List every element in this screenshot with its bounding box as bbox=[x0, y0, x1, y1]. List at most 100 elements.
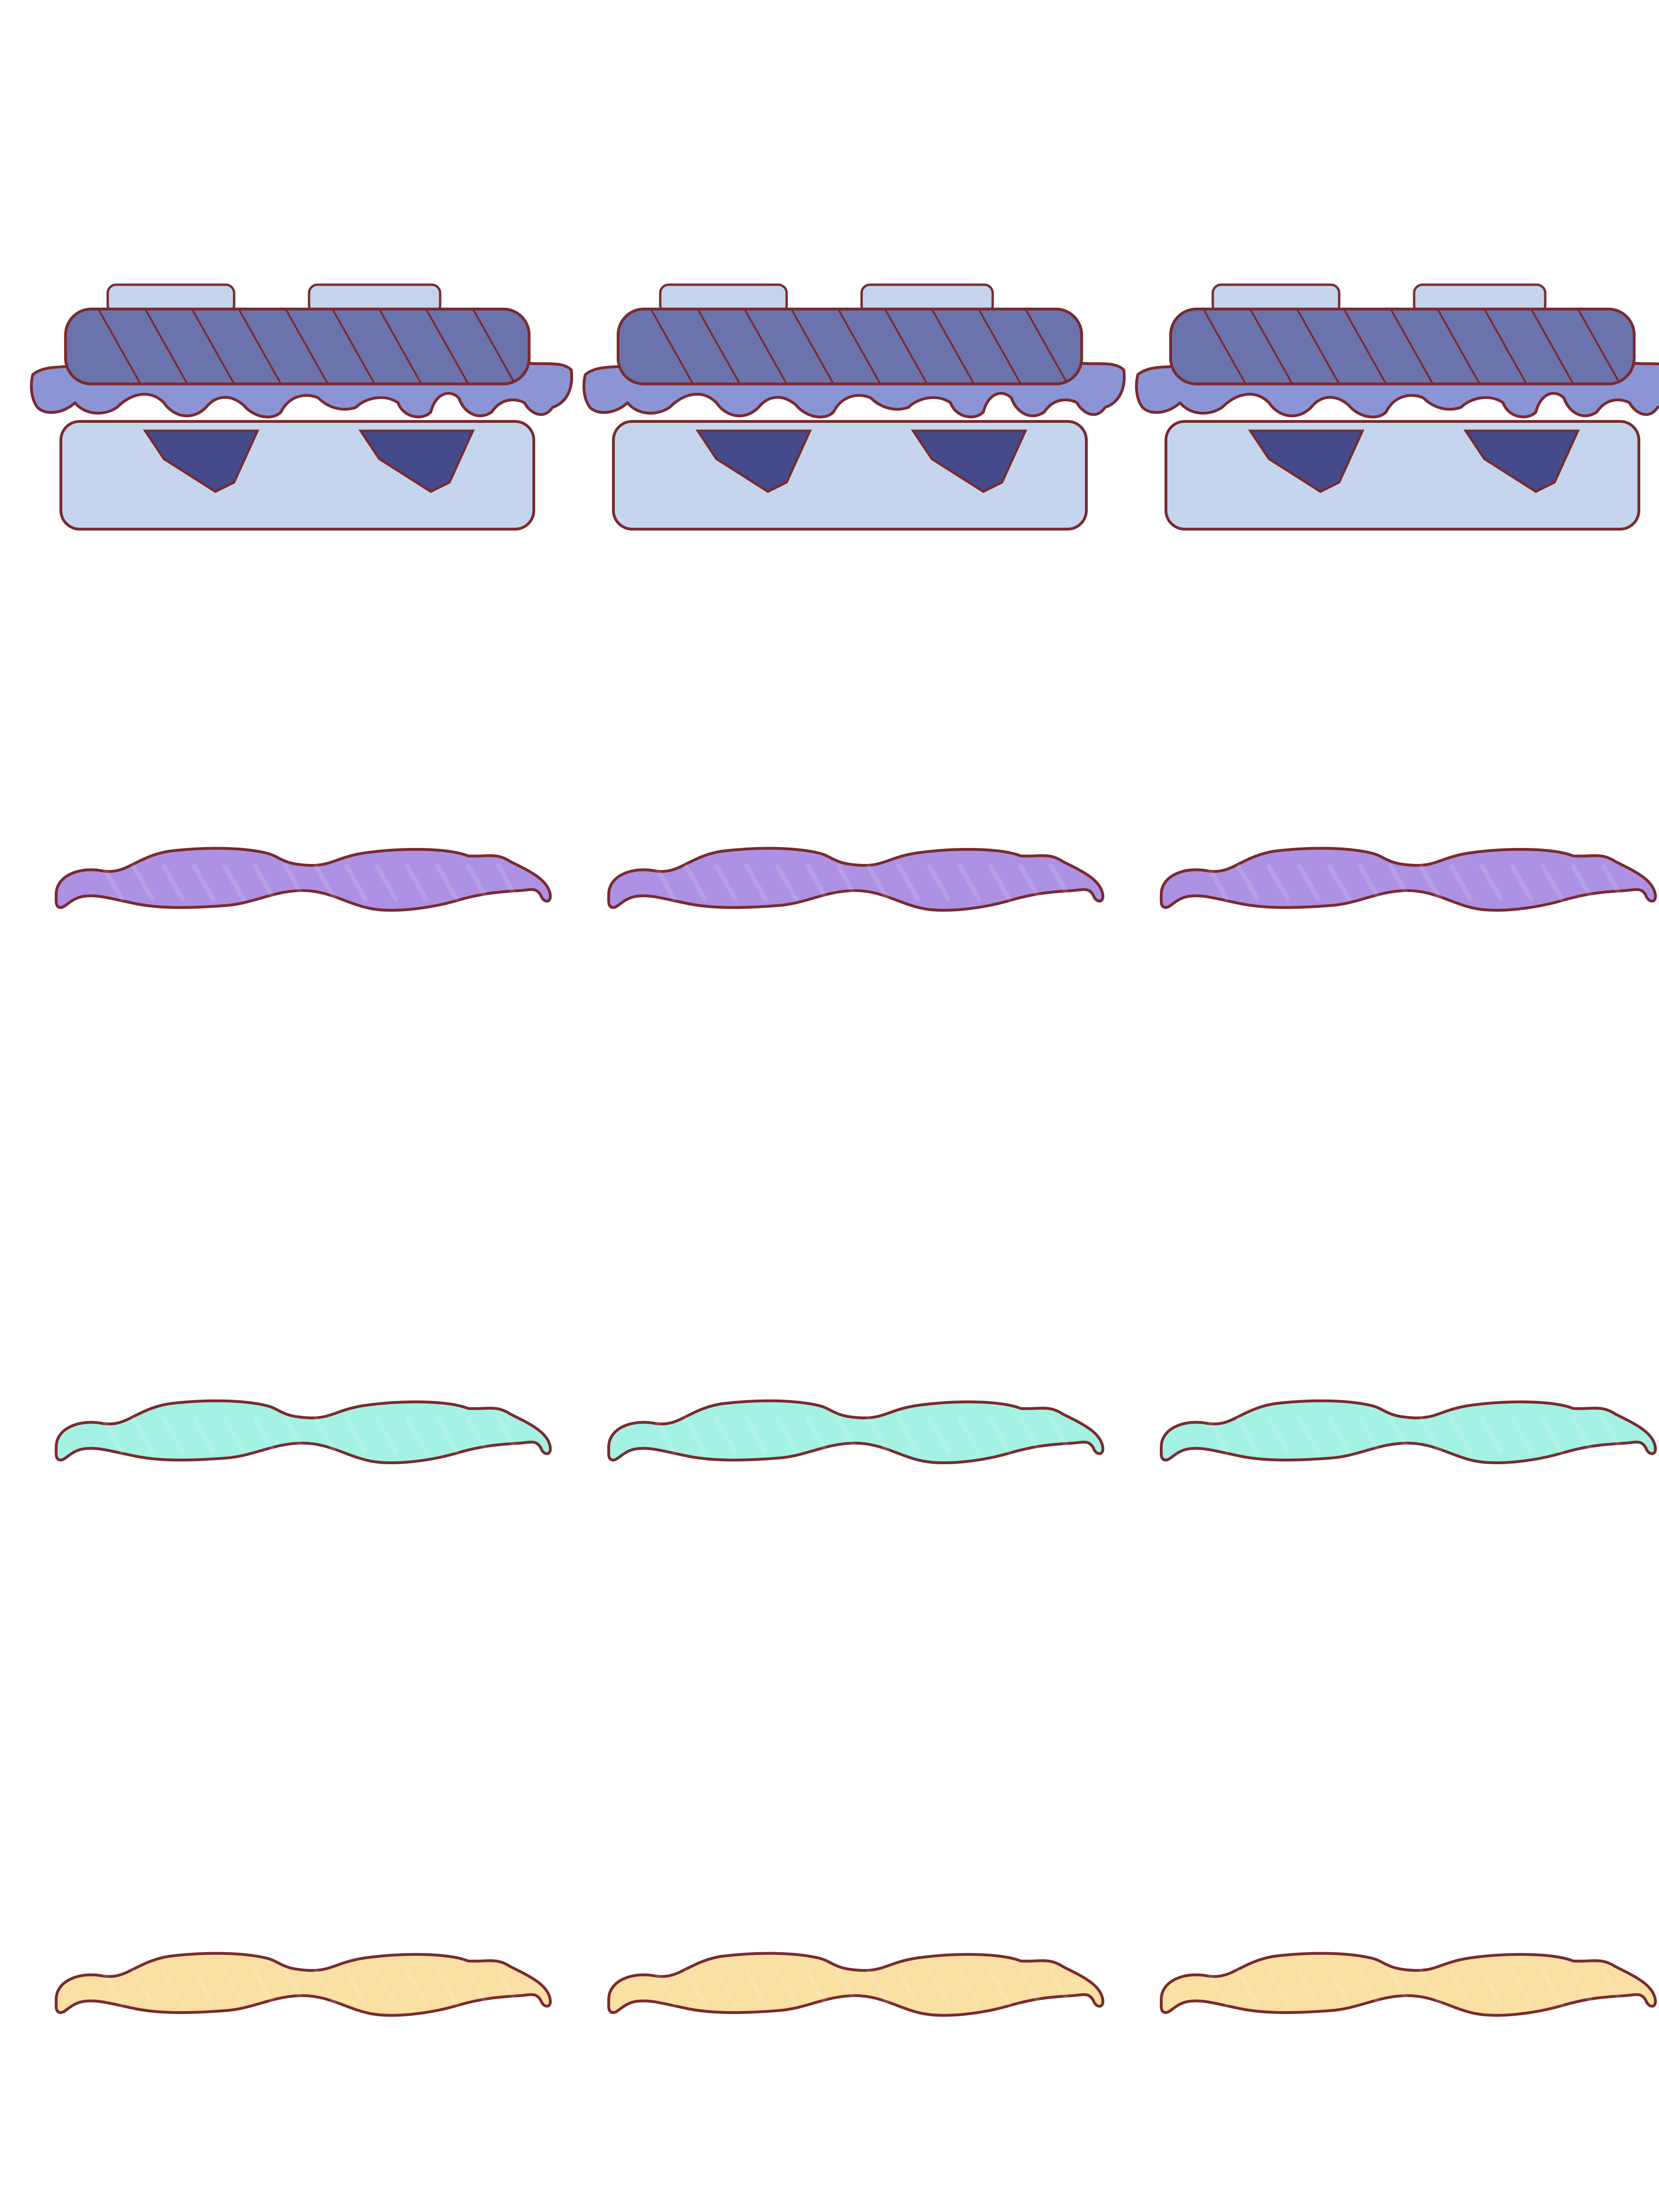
texture-stroke bbox=[1297, 864, 1320, 901]
texture-stroke bbox=[745, 1416, 768, 1454]
texture-stroke bbox=[1018, 1416, 1042, 1454]
texture-stroke bbox=[1480, 864, 1503, 901]
bun-stripe bbox=[744, 309, 788, 384]
texture-stroke bbox=[775, 1969, 798, 2006]
texture-stroke bbox=[988, 1416, 1011, 1454]
texture-stroke bbox=[805, 1969, 829, 2006]
texture-stroke bbox=[866, 864, 890, 901]
texture-stroke bbox=[1049, 1969, 1072, 2006]
bun-stripe bbox=[837, 309, 881, 384]
bun-stripe bbox=[931, 309, 975, 384]
texture-stroke bbox=[1049, 1416, 1072, 1454]
texture-stroke bbox=[1267, 1416, 1290, 1454]
texture-stroke bbox=[714, 864, 737, 901]
texture-stroke bbox=[435, 1969, 459, 2006]
bun-stripe bbox=[978, 309, 1022, 384]
texture-stroke bbox=[466, 1416, 489, 1454]
texture-stroke bbox=[496, 1969, 520, 2006]
texture-stroke bbox=[1018, 1969, 1042, 2006]
sandwich-sprite bbox=[582, 283, 1126, 531]
texture-stroke bbox=[653, 864, 677, 901]
texture-stroke bbox=[283, 1969, 307, 2006]
texture-stroke bbox=[496, 864, 520, 901]
sandwich-sprite bbox=[1135, 283, 1659, 531]
texture-stroke bbox=[101, 1416, 124, 1454]
bun-stripe bbox=[1202, 309, 1246, 384]
wavy-layer-shape bbox=[54, 847, 552, 912]
texture-stroke bbox=[1419, 1969, 1442, 2006]
texture-stroke bbox=[1449, 864, 1473, 901]
texture-stroke bbox=[1571, 864, 1594, 901]
filling-shape bbox=[143, 429, 259, 493]
texture-stroke bbox=[1018, 864, 1042, 901]
texture-stroke bbox=[192, 1416, 215, 1454]
bun-stripe bbox=[378, 309, 422, 384]
wavy-layer-sprite bbox=[607, 847, 1105, 912]
texture-stroke bbox=[435, 864, 459, 901]
texture-stroke bbox=[405, 864, 428, 901]
wavy-layer-sprite bbox=[1159, 1952, 1657, 2017]
texture-stroke bbox=[466, 1969, 489, 2006]
texture-stroke bbox=[745, 864, 768, 901]
texture-stroke bbox=[1206, 1416, 1229, 1454]
filling-shape bbox=[695, 429, 812, 493]
sandwich-sprite bbox=[30, 283, 573, 531]
texture-stroke bbox=[131, 1969, 155, 2006]
texture-stroke bbox=[684, 1416, 707, 1454]
filling-shape bbox=[1463, 429, 1580, 493]
texture-stroke bbox=[958, 1969, 981, 2006]
wavy-layer-shape bbox=[607, 1952, 1105, 2017]
texture-stroke bbox=[805, 1416, 829, 1454]
bun-stripe bbox=[332, 309, 376, 384]
texture-stroke bbox=[1327, 1969, 1351, 2006]
texture-stroke bbox=[314, 1969, 337, 2006]
texture-stroke bbox=[1541, 864, 1564, 901]
wavy-layer-shape bbox=[607, 847, 1105, 912]
bun-stripe bbox=[425, 309, 469, 384]
texture-stroke bbox=[253, 1416, 276, 1454]
texture-stroke bbox=[496, 1416, 520, 1454]
wavy-layer-cell bbox=[28, 1386, 581, 1498]
top-bun bbox=[1169, 308, 1636, 385]
wavy-layer-cell bbox=[28, 833, 581, 946]
texture-stroke bbox=[1541, 1416, 1564, 1454]
texture-stroke bbox=[958, 1416, 981, 1454]
wavy-layer-sprite bbox=[54, 847, 552, 912]
bun-stripe bbox=[1025, 309, 1069, 384]
wavy-layer-sprite bbox=[54, 1399, 552, 1464]
wavy-layer-shape bbox=[1159, 847, 1657, 912]
texture-stroke bbox=[1236, 864, 1260, 901]
bun-stripe bbox=[697, 309, 741, 384]
texture-stroke bbox=[1236, 1969, 1260, 2006]
texture-stroke bbox=[1267, 1969, 1290, 2006]
texture-stroke bbox=[344, 864, 368, 901]
texture-stroke bbox=[1267, 864, 1290, 901]
bun-stripe bbox=[144, 309, 188, 384]
texture-stroke bbox=[1571, 1416, 1594, 1454]
texture-stroke bbox=[775, 864, 798, 901]
texture-stroke bbox=[162, 864, 185, 901]
texture-stroke bbox=[897, 1969, 920, 2006]
texture-stroke bbox=[1510, 1416, 1534, 1454]
texture-stroke bbox=[988, 1969, 1011, 2006]
wavy-layer-shape bbox=[607, 1399, 1105, 1464]
texture-stroke bbox=[314, 1416, 337, 1454]
texture-stroke bbox=[1388, 1416, 1412, 1454]
texture-stroke bbox=[1541, 1969, 1564, 2006]
bun-stripe bbox=[285, 309, 329, 384]
texture-stroke bbox=[466, 864, 489, 901]
texture-stroke bbox=[1449, 1969, 1473, 2006]
texture-stroke bbox=[1480, 1416, 1503, 1454]
texture-stroke bbox=[314, 864, 337, 901]
texture-stroke bbox=[1358, 1969, 1381, 2006]
texture-stroke bbox=[897, 1416, 920, 1454]
texture-stroke bbox=[1297, 1969, 1320, 2006]
texture-stroke bbox=[405, 1969, 428, 2006]
texture-stroke bbox=[101, 1969, 124, 2006]
texture-stroke bbox=[253, 864, 276, 901]
texture-stroke bbox=[684, 1969, 707, 2006]
bun-stripe bbox=[1483, 309, 1527, 384]
texture-stroke bbox=[745, 1969, 768, 2006]
texture-stroke bbox=[101, 864, 124, 901]
